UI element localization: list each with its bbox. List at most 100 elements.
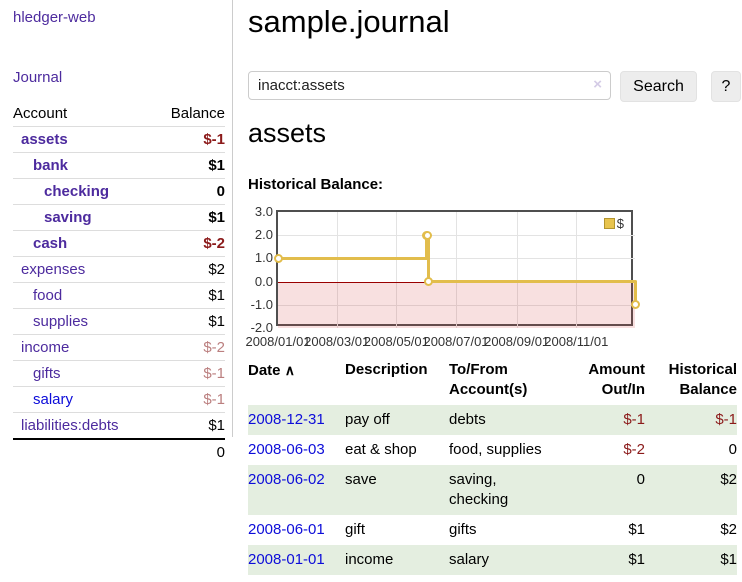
search-button[interactable]: Search: [620, 71, 697, 102]
transaction-amount: $-2: [623, 441, 645, 458]
transaction-date-link[interactable]: 2008-06-01: [248, 521, 325, 538]
account-link[interactable]: saving: [44, 209, 92, 226]
negative-region: [278, 282, 635, 328]
account-row: income $-2: [13, 334, 225, 361]
account-link[interactable]: expenses: [21, 261, 86, 278]
y-axis-tick-label: 3.0: [254, 204, 273, 219]
account-row: checking 0: [13, 178, 225, 205]
accounts-total-row: 0: [13, 439, 225, 465]
search-box: ×: [248, 71, 611, 100]
chart-plot-area[interactable]: $: [273, 210, 640, 328]
account-link[interactable]: supplies: [33, 313, 89, 330]
register-row: 2008-06-01 gift gifts $1 $2: [248, 515, 737, 545]
accounts-body: assets $-1 bank $1 checking 0 saving $1 cash $-2 e…: [13, 126, 225, 466]
transaction-balance: $-1: [715, 411, 737, 428]
accounts-header-account: Account: [13, 105, 68, 122]
account-row: expenses $2: [13, 256, 225, 283]
account-row: saving $1: [13, 204, 225, 231]
transaction-date-link[interactable]: 2008-01-01: [248, 551, 325, 568]
legend-swatch-icon: [603, 218, 615, 229]
account-balance: $2: [208, 261, 225, 278]
account-row: liabilities:debts $1: [13, 412, 225, 440]
series-segment: [428, 280, 637, 284]
x-axis-tick-label: 2008/07/01: [423, 334, 489, 349]
transaction-accounts: food, supplies: [449, 441, 542, 458]
sort-asc-icon: ∧: [284, 362, 295, 378]
series-segment: [425, 233, 429, 260]
clear-search-icon[interactable]: ×: [593, 76, 602, 93]
transaction-amount: $-1: [623, 411, 645, 428]
x-axis-tick-label: 2008/05/01: [363, 334, 429, 349]
register-column-header: Amount Out/In: [588, 361, 645, 398]
grid-line-horizontal: [278, 304, 635, 306]
data-point-marker: [273, 253, 283, 263]
historical-balance-chart[interactable]: $ 3.0 2.0 1.0 0.0 -1.0 -2.0 2008/01/01 2008/03/…: [245, 203, 668, 353]
help-button[interactable]: ?: [711, 71, 741, 102]
register-row: 2008-01-01 income salary $1 $1: [248, 545, 737, 575]
account-balance: $-1: [203, 131, 225, 148]
account-balance: $1: [208, 287, 225, 304]
account-link[interactable]: liabilities:debts: [21, 417, 119, 434]
search-input[interactable]: [248, 71, 611, 100]
transaction-date-link[interactable]: 2008-06-02: [248, 471, 325, 488]
transaction-description: pay off: [345, 411, 390, 428]
transaction-date-link[interactable]: 2008-06-03: [248, 441, 325, 458]
transaction-description: save: [345, 471, 377, 488]
transaction-accounts: saving, checking: [449, 471, 509, 508]
account-row: food $1: [13, 282, 225, 309]
account-link[interactable]: salary: [33, 391, 74, 408]
y-axis-tick-label: -1.0: [250, 296, 273, 312]
register-column-header[interactable]: Date ∧: [248, 362, 295, 379]
transaction-accounts: debts: [449, 411, 486, 428]
account-balance: 0: [216, 183, 225, 200]
account-link[interactable]: food: [33, 287, 63, 304]
account-link[interactable]: bank: [33, 157, 69, 174]
transaction-balance: $2: [720, 521, 737, 538]
account-balance: $1: [208, 209, 225, 226]
account-balance: $1: [208, 313, 225, 330]
account-balance: $1: [208, 157, 225, 174]
account-row: supplies $1: [13, 308, 225, 335]
account-balance: $-1: [203, 365, 225, 382]
series-segment: [633, 280, 637, 307]
y-axis-tick-label: 1.0: [254, 250, 273, 266]
account-row: gifts $-1: [13, 360, 225, 387]
transaction-balance: $1: [720, 551, 737, 568]
accounts-header-balance: Balance: [170, 105, 225, 122]
nav-journal-link[interactable]: Journal: [13, 69, 63, 86]
account-row: salary $-1: [13, 386, 225, 413]
data-point-marker: [423, 230, 433, 240]
grid-line-vertical: [516, 212, 518, 328]
transaction-balance: 0: [728, 441, 737, 458]
legend-label: $: [616, 216, 624, 231]
account-heading: assets: [248, 118, 327, 148]
account-link[interactable]: gifts: [33, 365, 61, 382]
series-segment: [427, 233, 431, 284]
register-row: 2008-06-03 eat & shop food, supplies $-2 0: [248, 435, 737, 465]
transaction-description: gift: [345, 521, 366, 538]
account-row: bank $1: [13, 152, 225, 179]
account-link[interactable]: income: [21, 339, 70, 356]
data-point-marker: [630, 300, 640, 310]
transaction-balance: $2: [720, 471, 737, 488]
x-axis-tick-label: 2008/01/01: [245, 334, 311, 349]
account-link[interactable]: cash: [33, 235, 68, 252]
main-content: sample.journal × Search ? assets Histori…: [245, 0, 742, 582]
sidebar: hledger-web Journal Account Balance asse…: [0, 0, 233, 461]
grid-line-horizontal: [278, 258, 635, 260]
accounts-table: Account Balance assets $-1 bank $1 checking 0…: [13, 102, 225, 465]
transaction-amount: $1: [628, 551, 645, 568]
account-link[interactable]: checking: [44, 183, 110, 200]
y-axis-tick-label: 2.0: [254, 227, 273, 243]
transaction-date-link[interactable]: 2008-12-31: [248, 411, 325, 428]
transaction-amount: $1: [628, 521, 645, 538]
y-axis-tick-label: -2.0: [250, 320, 273, 335]
register-row: 2008-06-02 save saving, checking 0 $2: [248, 465, 737, 515]
account-balance: $-1: [203, 391, 225, 408]
register-table: Date ∧ Description To/From Account(s) Amoun…: [248, 360, 737, 575]
search-form: × Search ?: [248, 71, 742, 102]
account-link[interactable]: assets: [21, 131, 68, 148]
account-balance: $-2: [203, 235, 225, 252]
app-title-link[interactable]: hledger-web: [13, 9, 96, 26]
register-column-header: Description: [345, 361, 428, 378]
